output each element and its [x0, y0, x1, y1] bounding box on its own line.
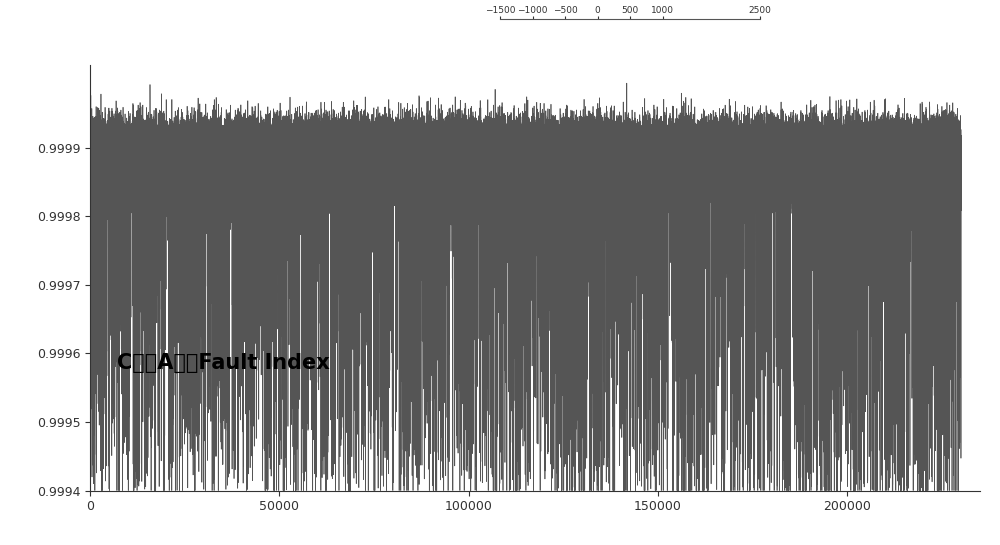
Text: C相与A相的Fault Index: C相与A相的Fault Index: [117, 353, 329, 373]
